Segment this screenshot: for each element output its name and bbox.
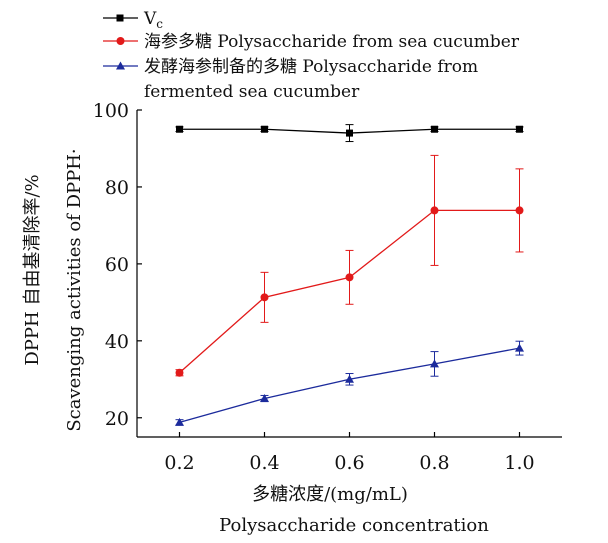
y-tick-label: 40 [105, 331, 129, 353]
data-point [430, 359, 439, 368]
legend-marker-vc [116, 14, 124, 22]
data-point [176, 125, 183, 133]
legend-marker-fermented [116, 61, 125, 70]
y-tick-label: 60 [105, 254, 129, 276]
x-tick-label: 0.8 [419, 452, 449, 474]
svg-text:Vc: Vc [143, 9, 163, 31]
legend-label-vc: V [143, 9, 157, 29]
x-tick-label: 0.6 [334, 452, 364, 474]
data-point [515, 343, 524, 352]
x-ticks: 0.2 0.4 0.6 0.8 1.0 [164, 432, 535, 474]
x-tick-label: 0.2 [164, 452, 194, 474]
axes: 0.2 0.4 0.6 0.8 1.0 20 40 60 80 100 [93, 100, 562, 474]
data-point [430, 206, 439, 215]
data-point [260, 293, 269, 302]
data-point [345, 374, 354, 383]
data-point [260, 394, 269, 403]
legend-label-fermented-line1: 发酵海参制备的多糖 Polysaccharide from [144, 57, 478, 77]
data-point [516, 125, 523, 133]
data-point [346, 129, 353, 137]
y-tick-label: 20 [105, 408, 129, 430]
series-2 [175, 340, 524, 426]
data-point [175, 368, 184, 377]
x-tick-label: 0.4 [249, 452, 279, 474]
legend-entry-fermented: 发酵海参制备的多糖 Polysaccharide from fermented … [103, 57, 478, 102]
data-point [515, 206, 524, 215]
x-axis-title-en: Polysaccharide concentration [219, 515, 489, 536]
x-tick-label: 1.0 [504, 452, 534, 474]
y-tick-label: 100 [93, 100, 129, 122]
x-axis-title-cn: 多糖浓度/(mg/mL) [252, 484, 408, 505]
series-1 [175, 154, 524, 377]
legend-entry-sea-cucumber: 海参多糖 Polysaccharide from sea cucumber [103, 32, 520, 52]
y-axis-title-en: Scavenging activities of DPPH· [64, 148, 85, 431]
y-tick-label: 80 [105, 177, 129, 199]
legend-label-fermented-line2: fermented sea cucumber [144, 82, 360, 102]
legend-label-vc-sub: c [156, 17, 163, 31]
y-ticks: 20 40 60 80 100 [93, 100, 142, 430]
legend-entry-vc: Vc [103, 9, 163, 31]
legend-marker-sea-cucumber [116, 37, 125, 45]
series-layer [175, 124, 524, 426]
legend-label-sea-cucumber: 海参多糖 Polysaccharide from sea cucumber [144, 32, 520, 52]
data-point [175, 417, 184, 426]
data-point [431, 125, 438, 133]
series-0 [175, 124, 524, 143]
data-point [345, 273, 354, 282]
legend: Vc 海参多糖 Polysaccharide from sea cucumber… [103, 9, 520, 102]
y-axis-title-cn: DPPH 自由基清除率/% [22, 174, 43, 365]
data-point [261, 125, 268, 133]
